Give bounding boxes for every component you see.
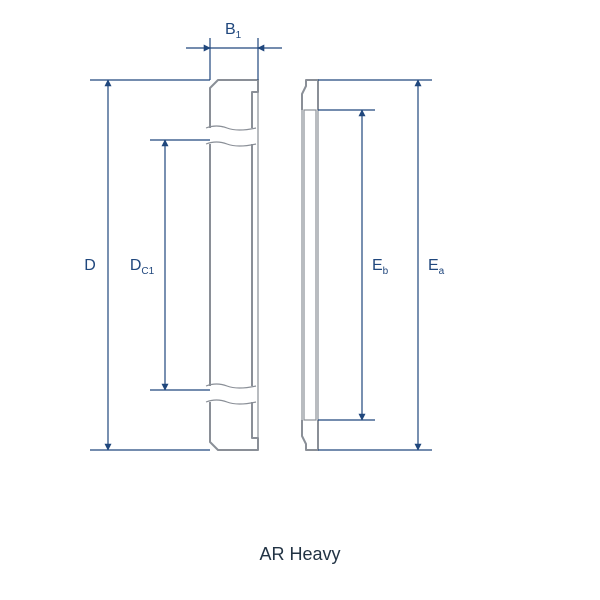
svg-text:D: D [84, 257, 96, 274]
caption: AR Heavy [259, 544, 340, 564]
svg-text:B1: B1 [225, 21, 242, 41]
svg-text:Eb: Eb [372, 257, 389, 277]
svg-text:Ea: Ea [428, 257, 445, 277]
svg-text:DC1: DC1 [130, 257, 155, 277]
